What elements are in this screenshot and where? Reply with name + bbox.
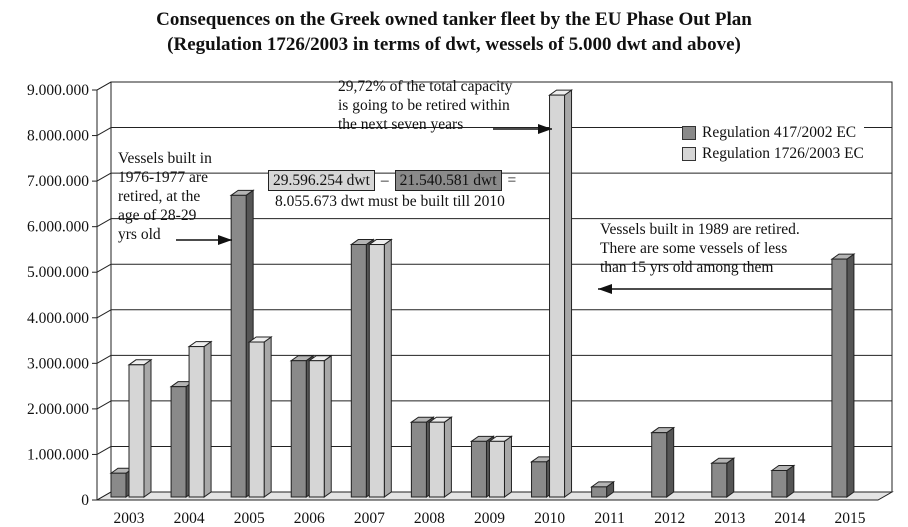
retired-box: 21.540.581 dwt [394,170,502,191]
y-tick-label: 5.000.000 [27,264,89,281]
bar [368,244,385,498]
arrowhead [538,124,552,134]
bar [711,462,728,498]
x-tick-label: 2006 [294,510,325,527]
legend-item-1726: Regulation 1726/2003 EC [682,143,864,164]
annotation-top: 29,72% of the total capacity is going to… [338,77,512,134]
bar-side [503,435,512,498]
y-tick-label: 0 [81,492,89,509]
capacity-box: 29.596.254 dwt [268,170,375,191]
bar [290,360,307,498]
bar [170,386,187,498]
bar-side [846,253,855,498]
bar [428,421,445,498]
bar-side [564,89,573,498]
legend-label-417: Regulation 417/2002 EC [702,123,857,141]
gridline-side [96,354,112,364]
bar-side [666,426,675,498]
x-tick-label: 2004 [174,510,205,527]
annotation-top-line: the next seven years [338,116,464,133]
bar [110,472,127,498]
annotation-left: Vessels built in 1976-1977 are retired, … [118,149,212,244]
gridline-side [96,309,112,319]
annotation-right: Vessels built in 1989 are retired. There… [600,220,800,277]
chart-title: Consequences on the Greek owned tanker f… [156,9,752,30]
bar [350,244,367,498]
bar [831,258,848,498]
gridline-side [96,127,112,136]
x-tick-label: 2012 [654,510,685,527]
bar-side [383,238,392,498]
gridline-side [96,491,112,501]
y-tick-label: 3.000.000 [27,355,89,372]
y-tick-label: 4.000.000 [27,310,89,327]
x-tick-label: 2005 [234,510,265,527]
annotation-left-line: retired, at the [118,188,201,205]
bar-side [443,416,452,498]
x-tick-label: 2011 [594,510,624,527]
bar [248,341,265,498]
x-tick-label: 2009 [474,510,505,527]
minus-sign: – [380,172,389,189]
arrowhead [598,284,612,294]
bar-side [263,336,272,498]
annotation-left-line: yrs old [118,226,161,243]
annotation-top-line: is going to be retired within [338,97,510,114]
bar-side [143,358,152,498]
bar [410,421,427,498]
annotation-left-line: age of 28-29 [118,207,197,224]
gridline-side [96,218,112,228]
gridline-side [96,446,112,455]
annotation-right-line: There are some vessels of less [600,240,788,257]
bar [651,432,668,498]
bar-side [323,354,332,498]
equals-sign: = [507,172,517,189]
annotation-right-line: than 15 yrs old among them [600,259,774,276]
gridline-side [96,81,112,91]
legend-label-1726: Regulation 1726/2003 EC [702,144,864,162]
gridline-side [96,400,112,410]
chart-subtitle: (Regulation 1726/2003 in terms of dwt, w… [167,34,741,55]
legend: Regulation 417/2002 EC Regulation 1726/2… [682,122,864,164]
y-tick-label: 1.000.000 [27,446,89,463]
x-tick-label: 2015 [834,510,865,527]
y-tick-label: 2.000.000 [27,401,89,418]
calculation-row: 29.596.254 dwt – 21.540.581 dwt = [268,170,516,191]
x-tick-label: 2010 [534,510,565,527]
annotation-right-line: Vessels built in 1989 are retired. [600,221,800,238]
x-tick-label: 2014 [774,510,805,527]
bar [188,346,205,498]
annotation-left-line: Vessels built in [118,150,212,167]
arrowhead [218,235,232,245]
bar [531,461,548,498]
gridline-side [96,172,112,182]
bar [488,440,505,498]
annotation-left-line: 1976-1977 are [118,169,208,186]
bar [128,364,145,498]
x-tick-label: 2003 [114,510,145,527]
bar [549,94,566,498]
x-tick-label: 2007 [354,510,385,527]
y-tick-label: 8.000.000 [27,128,89,145]
bar [230,194,247,498]
x-tick-label: 2008 [414,510,445,527]
legend-item-417: Regulation 417/2002 EC [682,122,864,143]
bar-side [726,457,735,498]
y-tick-label: 6.000.000 [27,219,89,236]
bar [308,360,325,498]
bar [591,486,608,498]
calculation-result: 8.055.673 dwt must be built till 2010 [275,193,505,210]
gridline-side [96,263,112,273]
bar [470,440,487,498]
x-tick-label: 2013 [714,510,745,527]
y-tick-label: 7.000.000 [27,173,89,190]
bar-side [203,340,212,498]
legend-swatch-417 [682,125,696,140]
legend-swatch-1726 [682,146,696,161]
annotation-top-line: 29,72% of the total capacity [338,78,513,95]
bar [771,469,788,498]
y-tick-label: 9.000.000 [27,82,89,99]
